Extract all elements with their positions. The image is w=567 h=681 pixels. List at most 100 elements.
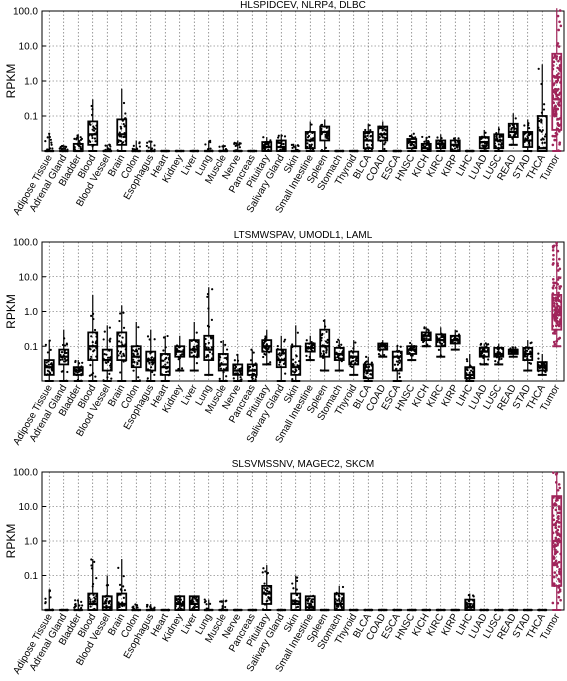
data-point	[224, 356, 227, 360]
data-point	[89, 598, 92, 601]
data-point	[137, 376, 140, 379]
data-point	[479, 343, 482, 346]
data-point	[283, 147, 286, 151]
data-point	[122, 575, 125, 578]
data-point	[558, 257, 561, 261]
data-point	[552, 518, 556, 522]
data-point	[552, 258, 555, 261]
data-point	[261, 571, 264, 574]
data-point	[514, 346, 517, 349]
data-point	[326, 338, 329, 341]
y-tick-label: 0.1	[24, 571, 38, 582]
data-point	[292, 587, 295, 590]
data-point	[524, 355, 527, 358]
data-point	[236, 372, 239, 375]
data-point	[266, 571, 270, 575]
data-point	[44, 140, 47, 143]
data-point	[524, 351, 527, 354]
data-point	[120, 355, 123, 358]
y-tick-label: 0.1	[24, 112, 38, 123]
data-point	[295, 606, 298, 609]
data-point	[466, 360, 469, 363]
data-point	[264, 347, 268, 350]
data-point	[104, 361, 107, 364]
data-point	[554, 306, 557, 310]
data-point	[354, 341, 357, 344]
box-iqr	[87, 592, 99, 611]
data-point	[264, 337, 267, 340]
data-point	[537, 67, 540, 70]
data-point	[277, 134, 280, 137]
data-point	[384, 128, 387, 131]
data-point	[554, 324, 558, 327]
data-point	[526, 357, 529, 360]
data-point	[290, 143, 293, 146]
data-point	[109, 148, 112, 151]
data-point	[553, 543, 557, 547]
data-point	[305, 339, 308, 342]
data-point	[559, 24, 563, 28]
data-point	[556, 66, 559, 70]
data-point	[132, 606, 135, 609]
data-point	[73, 606, 76, 609]
chart-panel-2: LTSMWSPAV, UMODL1, LAML 0.1 1.0 10.0 100.0 RP…	[4, 230, 565, 447]
data-point	[63, 344, 67, 347]
data-point	[225, 348, 229, 351]
data-point	[93, 560, 96, 563]
data-point	[485, 343, 489, 346]
data-point	[131, 147, 134, 150]
data-point	[396, 363, 400, 366]
data-point	[554, 526, 558, 530]
data-point	[191, 598, 194, 601]
data-point	[306, 132, 309, 135]
data-point	[557, 525, 561, 528]
data-point	[193, 350, 196, 353]
data-point	[91, 128, 94, 131]
data-point	[121, 142, 124, 145]
box-iqr	[203, 334, 215, 361]
data-point	[481, 348, 484, 351]
data-point	[554, 104, 557, 108]
data-point	[485, 144, 488, 148]
data-point	[105, 597, 109, 600]
data-point	[553, 90, 557, 93]
box-iqr	[464, 598, 476, 611]
data-point	[320, 333, 323, 337]
data-point	[555, 57, 558, 61]
data-point	[381, 129, 384, 132]
data-point	[238, 143, 241, 146]
data-point	[240, 378, 243, 381]
data-point	[60, 351, 64, 354]
data-point	[218, 600, 222, 603]
data-point	[50, 143, 53, 146]
data-point	[90, 564, 93, 567]
data-point	[540, 138, 543, 141]
data-point	[457, 137, 460, 140]
data-point	[50, 363, 53, 366]
data-point	[92, 126, 96, 129]
data-point	[500, 145, 503, 148]
data-point	[365, 355, 368, 358]
data-point	[470, 369, 473, 372]
data-point	[553, 87, 557, 91]
data-point	[453, 336, 457, 339]
data-point	[370, 373, 373, 376]
data-point	[269, 361, 272, 364]
data-point	[541, 141, 544, 145]
data-point	[108, 340, 112, 343]
data-point	[368, 124, 371, 127]
data-point	[552, 107, 556, 111]
data-point	[538, 128, 541, 132]
data-point	[428, 135, 431, 138]
data-point	[138, 141, 141, 144]
data-point	[132, 144, 135, 147]
data-point	[208, 602, 212, 605]
data-point	[92, 601, 95, 604]
data-point	[312, 598, 315, 601]
data-point	[555, 107, 558, 110]
data-point	[465, 367, 468, 371]
data-point	[89, 364, 92, 367]
data-point	[557, 483, 561, 486]
data-point	[92, 350, 95, 353]
data-point	[133, 350, 137, 353]
